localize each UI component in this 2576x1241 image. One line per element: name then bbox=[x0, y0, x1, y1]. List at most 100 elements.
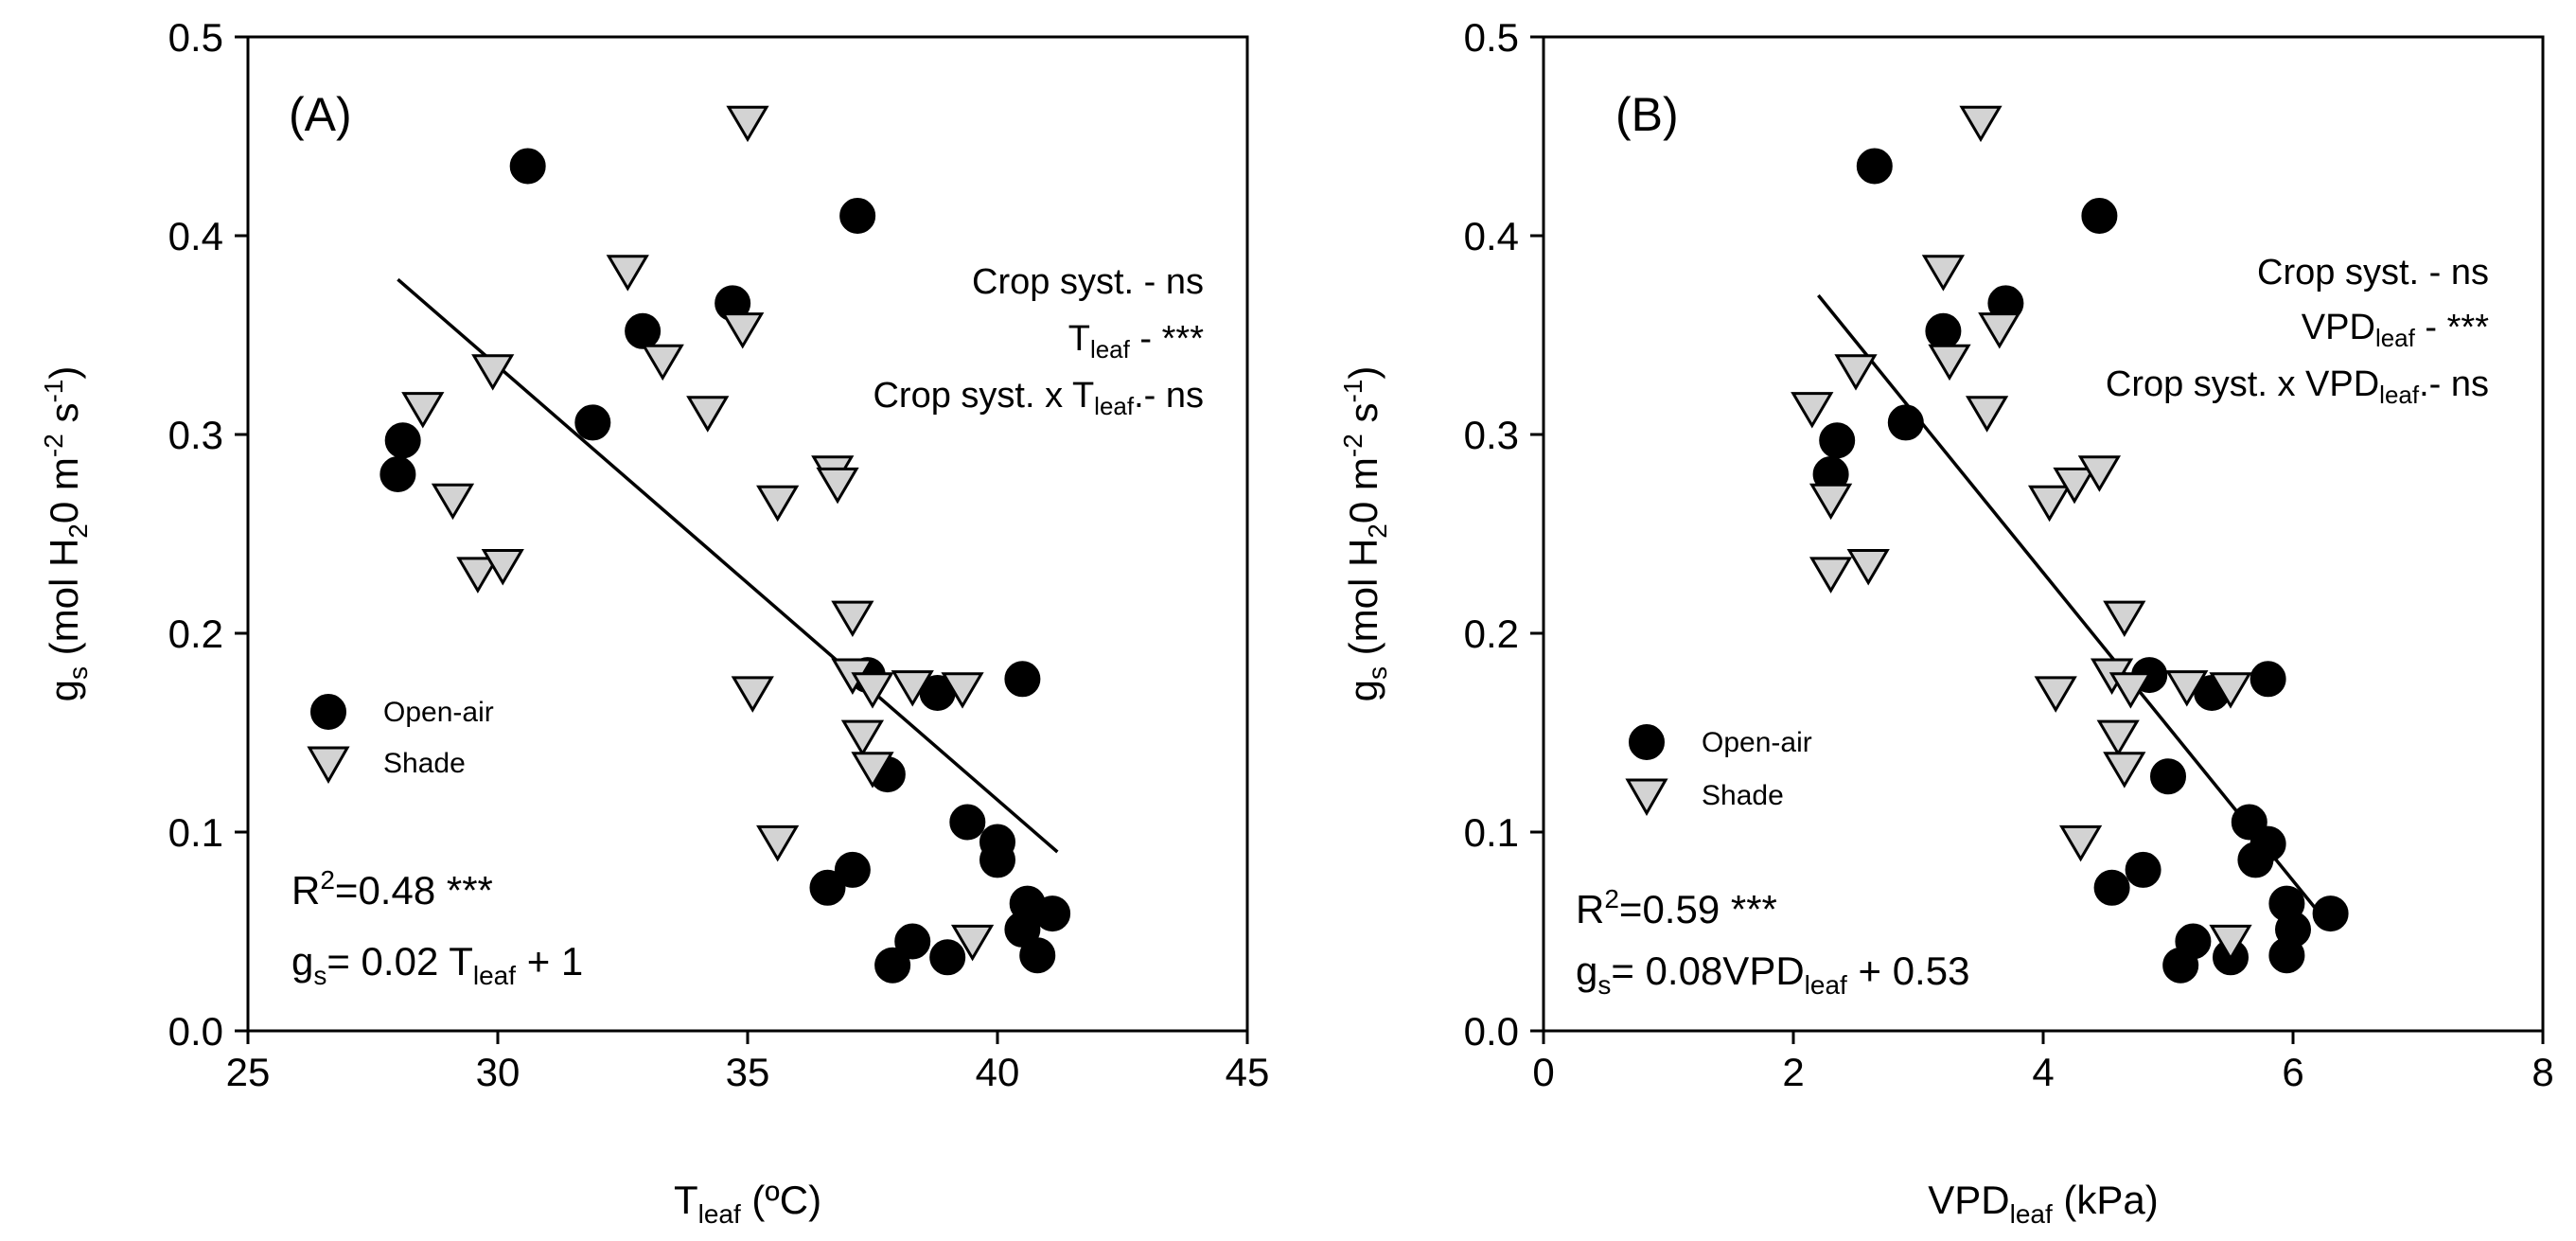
annotation-interaction-a: Crop syst. x Tleaf.- ns bbox=[873, 376, 1204, 420]
annotation-tleaf-a: Tleaf - *** bbox=[1068, 319, 1204, 363]
shade-point bbox=[816, 467, 859, 505]
open-air-point bbox=[2175, 923, 2212, 960]
x-tick-label: 0 bbox=[1532, 1050, 1554, 1094]
y-tick-label: 0.0 bbox=[168, 1009, 223, 1054]
open-air-point bbox=[874, 947, 911, 984]
annotation-crop-syst-b: Crop syst. - ns bbox=[2257, 253, 2489, 293]
regression-line-a bbox=[397, 277, 1059, 854]
legend-open-air-label: Open-air bbox=[1702, 727, 1812, 758]
open-air-point bbox=[2093, 869, 2130, 906]
shade-point bbox=[2209, 924, 2252, 962]
shade-point bbox=[2053, 467, 2096, 505]
shade-point bbox=[731, 676, 774, 713]
open-air-point bbox=[894, 923, 931, 960]
shade-point bbox=[2165, 670, 2209, 707]
annotation-crop-syst-a: Crop syst. - ns bbox=[972, 262, 1204, 302]
open-air-point bbox=[1856, 148, 1893, 185]
x-tick-label: 4 bbox=[2032, 1050, 2054, 1094]
y-axis-title-a: gs (mol H20 m-2 s-1) bbox=[39, 366, 93, 702]
shade-point bbox=[1959, 105, 2003, 143]
x-tick-label: 45 bbox=[1226, 1050, 1270, 1094]
y-tick-label: 0.5 bbox=[168, 15, 223, 60]
panel-label-a: (A) bbox=[289, 88, 352, 141]
r-squared-a: R2=0.48 *** bbox=[291, 865, 493, 913]
ticks-b bbox=[1530, 35, 2545, 1044]
panel-a: 25 30 35 40 45 0.0 0.1 0.2 0.3 0.4 0.5 (A) Crop sy… bbox=[39, 15, 1269, 1229]
shade-point bbox=[756, 485, 800, 523]
shade-point bbox=[2108, 672, 2153, 709]
legend-circle-marker bbox=[1629, 724, 1665, 760]
x-axis-title-b: VPDleaf (kPa) bbox=[1928, 1178, 2159, 1229]
shade-point bbox=[1921, 255, 1966, 292]
open-air-point bbox=[2150, 758, 2186, 795]
shade-point bbox=[721, 312, 765, 349]
shade-point bbox=[726, 105, 769, 143]
y-tick-label: 0.1 bbox=[168, 810, 223, 855]
y-axis-title-b: gs (mol H20 m-2 s-1) bbox=[1338, 366, 1392, 702]
shade-point bbox=[641, 344, 684, 381]
x-tick-label: 30 bbox=[476, 1050, 520, 1094]
shade-point bbox=[2077, 455, 2122, 492]
panel-b: 0 2 4 6 8 0.0 0.1 0.2 0.3 0.4 0.5 (B) Crop syst. -… bbox=[1338, 15, 2554, 1229]
open-air-point bbox=[1034, 895, 1071, 932]
shade-point bbox=[891, 670, 934, 707]
y-tick-label: 0.2 bbox=[1464, 612, 1519, 656]
data-points-a bbox=[379, 105, 1071, 984]
x-tick-label: 40 bbox=[976, 1050, 1020, 1094]
shade-point bbox=[851, 752, 894, 789]
open-air-point bbox=[2268, 937, 2305, 974]
open-air-point bbox=[2081, 198, 2118, 234]
legend-a: Open-air Shade bbox=[307, 694, 494, 785]
x-tick-label: 2 bbox=[1782, 1050, 1804, 1094]
open-air-point bbox=[509, 148, 546, 185]
shade-point bbox=[1965, 396, 2009, 433]
x-tick-label: 25 bbox=[226, 1050, 271, 1094]
regression-line-b bbox=[1817, 293, 2320, 913]
open-air-point bbox=[1019, 937, 1056, 974]
y-tick-label: 0.3 bbox=[168, 413, 223, 457]
open-air-point bbox=[384, 422, 421, 459]
shade-point bbox=[1808, 557, 1853, 594]
shade-point bbox=[2103, 752, 2146, 789]
shade-point bbox=[606, 255, 649, 292]
open-air-point bbox=[1925, 312, 1962, 349]
data-points-b bbox=[1791, 105, 2349, 984]
tick-labels-b: 0 2 4 6 8 0.0 0.1 0.2 0.3 0.4 0.5 bbox=[1464, 15, 2554, 1094]
open-air-point bbox=[949, 804, 986, 841]
plot-frame-b bbox=[1542, 35, 2545, 1033]
shade-point bbox=[840, 719, 885, 757]
open-air-point bbox=[809, 869, 846, 906]
y-tick-label: 0.3 bbox=[1464, 413, 1519, 457]
shade-point bbox=[401, 392, 445, 429]
r-squared-b: R2=0.59 *** bbox=[1576, 884, 1777, 931]
regression-line bbox=[1817, 293, 2320, 913]
open-air-point bbox=[625, 312, 662, 349]
y-tick-label: 0.5 bbox=[1464, 15, 1519, 60]
panel-label-b: (B) bbox=[1615, 88, 1679, 141]
shade-point bbox=[481, 549, 524, 586]
shade-point bbox=[2058, 824, 2103, 862]
tick-labels-a: 25 30 35 40 45 0.0 0.1 0.2 0.3 0.4 0.5 bbox=[168, 15, 1270, 1094]
shade-point bbox=[941, 672, 984, 709]
shade-point bbox=[1846, 549, 1890, 586]
ticks-a bbox=[235, 35, 1249, 1044]
x-tick-label: 8 bbox=[2532, 1050, 2553, 1094]
annotation-interaction-b: Crop syst. x VPDleaf.- ns bbox=[2106, 364, 2489, 409]
shade-point bbox=[831, 600, 874, 638]
open-air-point bbox=[1887, 404, 1924, 441]
shade-point bbox=[471, 354, 515, 391]
open-air-point bbox=[2125, 851, 2161, 888]
x-axis-title-a: Tleaf (ºC) bbox=[674, 1178, 821, 1229]
open-air-point bbox=[834, 851, 871, 888]
legend-triangle-marker bbox=[307, 746, 350, 785]
y-tick-label: 0.0 bbox=[1464, 1009, 1519, 1054]
legend-shade-label: Shade bbox=[1702, 780, 1784, 811]
shade-point bbox=[756, 824, 800, 862]
shade-point bbox=[2034, 676, 2077, 713]
shade-point bbox=[851, 672, 894, 709]
y-tick-label: 0.1 bbox=[1464, 810, 1519, 855]
shade-point bbox=[2209, 672, 2252, 709]
shade-point bbox=[950, 924, 995, 962]
shade-point bbox=[2103, 600, 2146, 638]
shade-point bbox=[686, 396, 730, 433]
